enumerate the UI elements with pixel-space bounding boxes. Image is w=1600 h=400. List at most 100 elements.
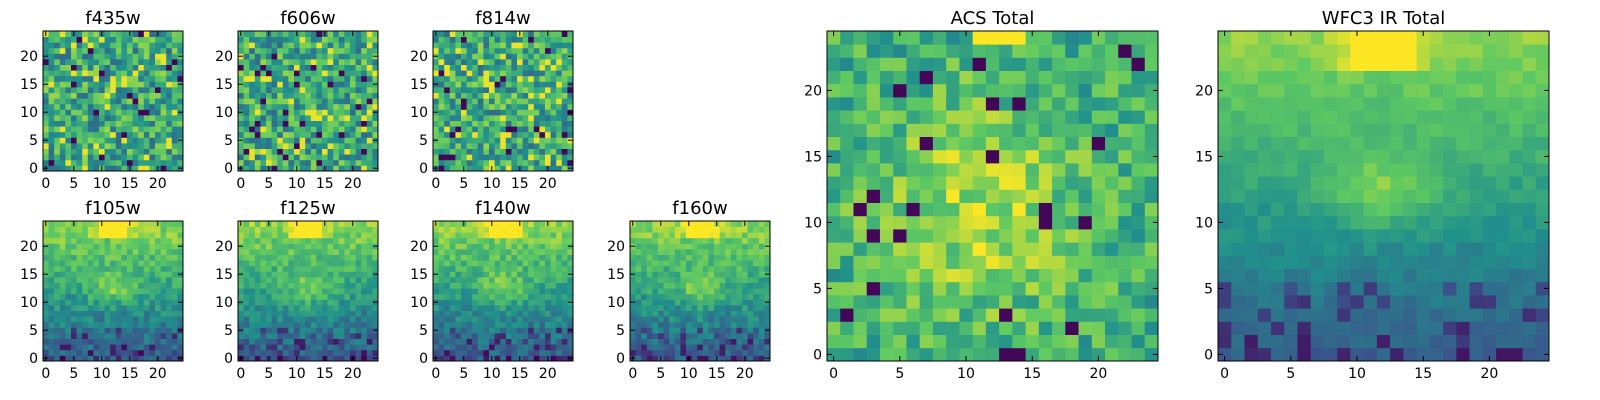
heatmap-cell (511, 293, 518, 300)
heatmap-cell (522, 299, 529, 306)
heatmap-cell (545, 316, 551, 323)
heatmap-cell (522, 98, 529, 105)
heatmap-cell (714, 327, 720, 334)
heatmap-cell (48, 154, 55, 161)
heatmap-cell (277, 159, 284, 166)
heatmap-cell (561, 92, 568, 99)
heatmap-cell (539, 87, 546, 93)
heatmap-cell (149, 316, 156, 323)
heatmap-cell (271, 137, 278, 144)
heatmap-cell (472, 70, 479, 77)
heatmap-cell (725, 344, 732, 351)
heatmap-cell (840, 149, 854, 164)
heatmap-cell (477, 131, 484, 138)
heatmap-cell (65, 338, 72, 345)
heatmap-cell (747, 288, 754, 295)
heatmap-cell (110, 249, 117, 255)
heatmap-cell (350, 237, 356, 244)
heatmap-cell (366, 310, 373, 317)
heatmap-cell (333, 310, 340, 317)
heatmap-cell (561, 143, 568, 149)
heatmap-cell (680, 349, 687, 356)
heatmap-cell (155, 36, 161, 43)
heatmap-cell (372, 103, 379, 110)
heatmap-cell (372, 64, 379, 71)
heatmap-cell (1038, 189, 1053, 203)
heatmap-cell (461, 53, 467, 60)
heatmap-cell (959, 308, 974, 322)
heatmap-cell (753, 260, 760, 267)
heatmap-cell (528, 355, 535, 362)
heatmap-cell (517, 148, 523, 155)
heatmap-cell (310, 237, 317, 244)
heatmap-cell (669, 265, 676, 272)
heatmap-cell (71, 265, 77, 272)
heatmap-cell (466, 87, 473, 93)
heatmap-cell (444, 92, 451, 99)
heatmap-cell (455, 260, 462, 267)
heatmap-cell (294, 36, 300, 43)
heatmap-cell (919, 321, 934, 335)
heatmap-cell (121, 344, 128, 351)
heatmap-cell (972, 163, 987, 177)
heatmap-cell (115, 115, 122, 121)
heatmap-cell (104, 148, 111, 155)
heatmap-cell (59, 154, 66, 161)
heatmap-cell (294, 260, 300, 267)
heatmap-cell (932, 163, 947, 177)
heatmap-cell (127, 243, 133, 250)
heatmap-cell (266, 53, 272, 60)
heatmap-cell (646, 237, 653, 244)
heatmap-cell (149, 305, 156, 311)
heatmap-cell (366, 31, 373, 37)
heatmap-cell (327, 232, 334, 239)
heatmap-cell (65, 109, 72, 116)
heatmap-cell (466, 271, 473, 278)
heatmap-cell (500, 115, 507, 121)
heatmap-cell (505, 349, 512, 356)
heatmap-cell (461, 226, 467, 233)
heatmap-cell (294, 75, 300, 82)
heatmap-cell (243, 148, 250, 155)
heatmap-cell (344, 47, 351, 54)
heatmap-cell (753, 277, 760, 283)
heatmap-cell (697, 226, 704, 233)
heatmap-cell (528, 249, 535, 255)
heatmap-cell (561, 355, 568, 362)
heatmap-cell (59, 243, 66, 250)
heatmap-cell (449, 226, 456, 233)
heatmap-cell (310, 265, 317, 272)
heatmap-cell (1105, 202, 1119, 217)
heatmap-cell (305, 31, 312, 37)
heatmap-cell (652, 355, 659, 362)
heatmap-cell (730, 338, 737, 345)
panel-title: f435w (85, 8, 140, 29)
heatmap-cell (110, 126, 117, 133)
heatmap-cell (539, 115, 546, 121)
y-tick-label: 15 (410, 267, 428, 283)
heatmap-cell (99, 70, 105, 77)
heatmap-cell (489, 288, 495, 295)
heatmap-cell (344, 75, 351, 82)
heatmap-cell (517, 64, 523, 71)
heatmap-cell (455, 327, 462, 334)
heatmap-cell (149, 327, 156, 334)
heatmap-cell (747, 260, 754, 267)
heatmap-cell (316, 327, 323, 334)
heatmap-cell (171, 81, 178, 88)
heatmap-cell (533, 131, 540, 138)
heatmap-cell (438, 31, 445, 37)
heatmap-cell (494, 92, 501, 99)
heatmap-cell (528, 293, 535, 300)
heatmap-cell (322, 277, 328, 283)
heatmap-cell (658, 293, 664, 300)
heatmap-cell (680, 254, 687, 261)
heatmap-cell (115, 327, 122, 334)
heatmap-cell (48, 243, 55, 250)
heatmap-cell (691, 305, 698, 311)
heatmap-cell (489, 254, 495, 261)
heatmap-cell (528, 344, 535, 351)
heatmap-cell (708, 282, 715, 289)
heatmap-cell (1078, 202, 1093, 217)
heatmap-cell (260, 293, 267, 300)
